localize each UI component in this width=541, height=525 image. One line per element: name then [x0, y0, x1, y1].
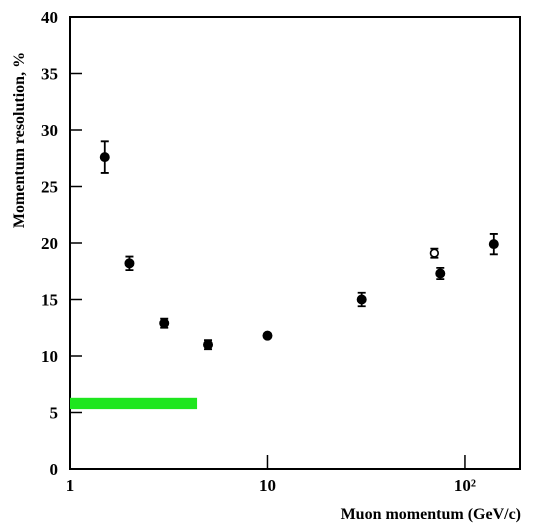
data-point	[429, 248, 439, 258]
y-tick-label: 15	[41, 291, 58, 310]
x-tick-label: 10	[259, 476, 276, 495]
data-point	[356, 294, 367, 305]
data-point	[203, 339, 214, 350]
y-tick-label: 20	[41, 234, 58, 253]
x-axis-label: Muon momentum (GeV/c)	[341, 506, 521, 523]
data-point	[262, 330, 273, 341]
y-tick-label: 40	[41, 8, 58, 27]
y-tick-label: 0	[50, 460, 59, 479]
y-tick-label: 35	[41, 65, 58, 84]
x-tick-label: 1	[66, 476, 75, 495]
y-tick-label: 25	[41, 178, 58, 197]
y-tick-label: 30	[41, 121, 58, 140]
data-point	[124, 258, 135, 269]
y-tick-label: 5	[50, 404, 59, 423]
y-tick-label: 10	[41, 347, 58, 366]
y-axis-label: Momentum resolution, %	[11, 52, 28, 228]
green-band	[70, 397, 198, 410]
x-tick-label: 10²	[454, 476, 476, 495]
data-point	[99, 152, 110, 163]
data-point	[159, 318, 170, 329]
data-point	[488, 239, 499, 250]
data-point	[435, 268, 446, 279]
